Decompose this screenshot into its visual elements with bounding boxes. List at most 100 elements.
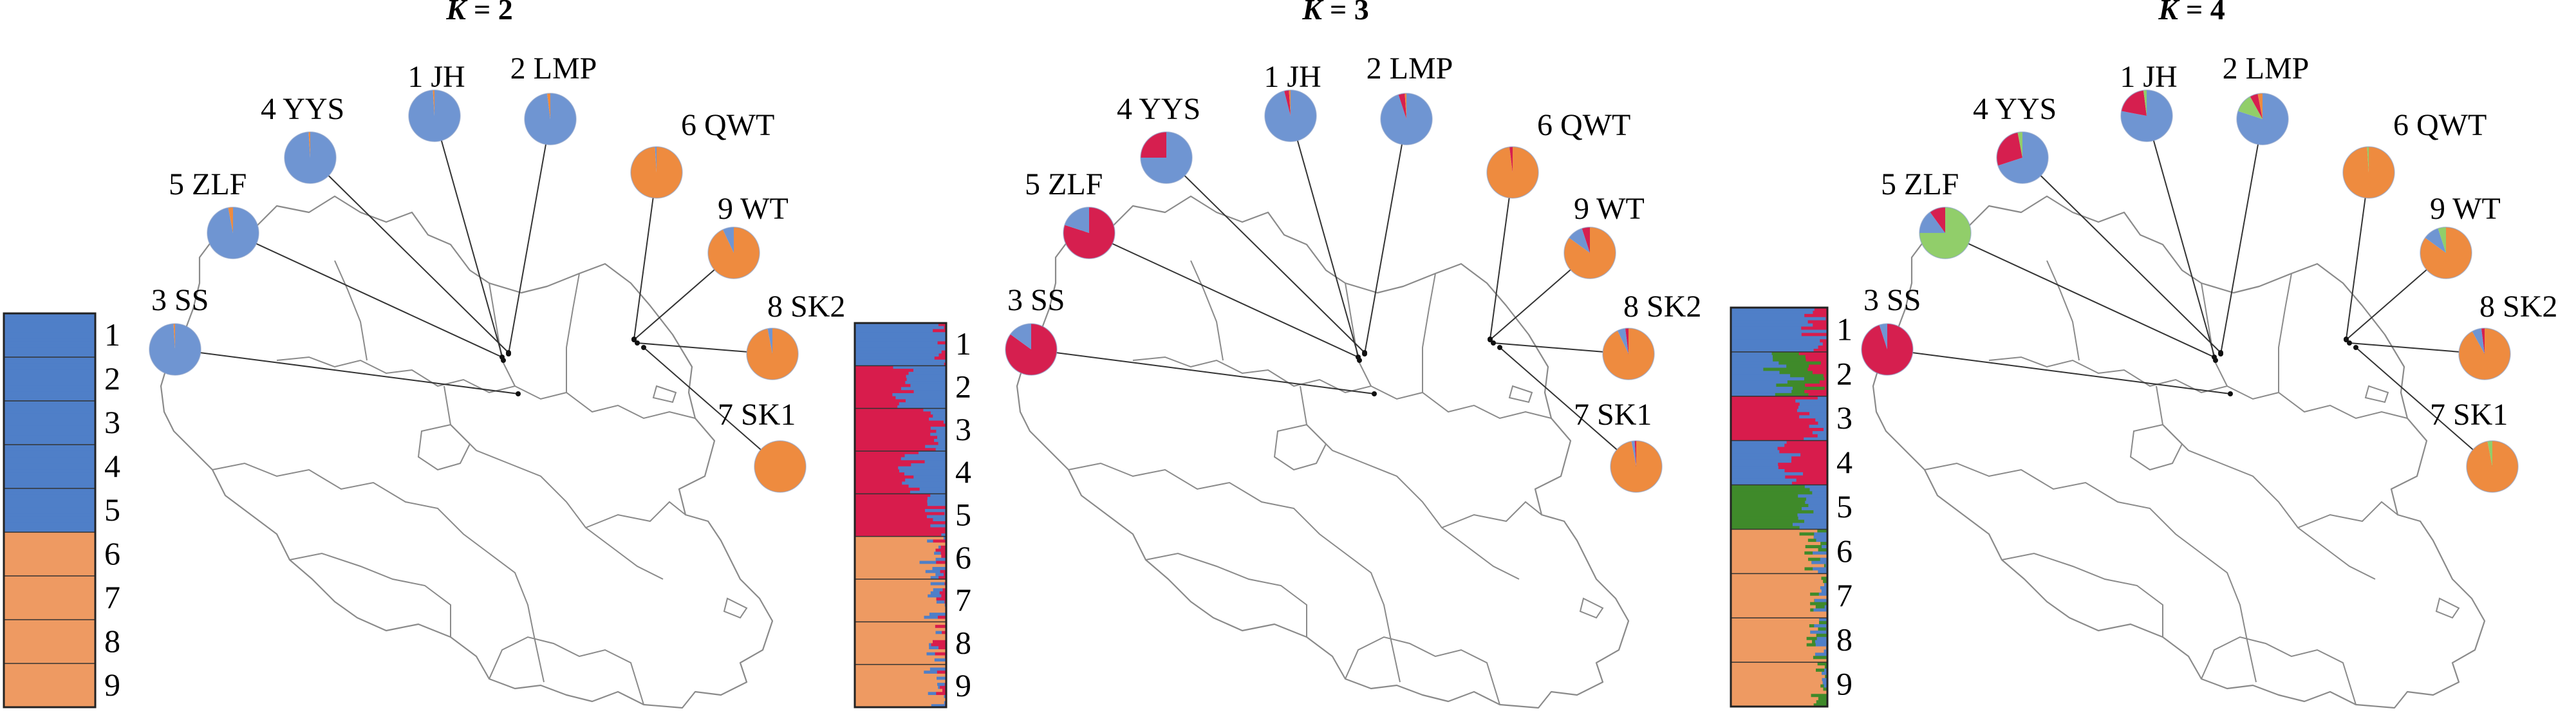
pie-1-jh-slice-orange bbox=[433, 90, 434, 116]
bar-individual-green bbox=[1817, 529, 1827, 533]
bar-individual-blue bbox=[1813, 551, 1828, 555]
bar-individual-red bbox=[937, 341, 947, 345]
bar-individual-red bbox=[1823, 374, 1828, 378]
bar-individual-orange bbox=[1731, 542, 1821, 546]
bar-individual-orange bbox=[855, 542, 947, 546]
pie-9-wt-slice-green bbox=[2438, 227, 2446, 253]
pie-7-sk1-slice-orange bbox=[754, 441, 806, 492]
bar-individual-blue bbox=[1815, 640, 1828, 644]
pie-2-lmp-outline bbox=[1380, 93, 1433, 145]
pie-9-wt bbox=[707, 227, 760, 279]
bar-individual-blue bbox=[937, 436, 947, 440]
bar-individual-green bbox=[1790, 374, 1824, 378]
bar-individual-green bbox=[1779, 371, 1813, 375]
pie-5-zlf bbox=[1063, 207, 1115, 259]
pie-5-zlf-outline bbox=[1063, 207, 1115, 259]
bar-individual-green bbox=[1817, 662, 1828, 666]
bar-individual-blue bbox=[910, 490, 947, 494]
bar-individual-red bbox=[1731, 412, 1810, 416]
bar-individual-red bbox=[855, 420, 944, 424]
bar-individual-orange bbox=[4, 647, 96, 652]
bar-individual-orange bbox=[855, 600, 937, 604]
bar-individual-green bbox=[1820, 542, 1828, 546]
bar-individual-blue bbox=[1731, 475, 1786, 479]
pie-8-sk2-slice-orange bbox=[1603, 328, 1655, 380]
bar-individual-orange bbox=[4, 676, 96, 680]
bar-individual-blue bbox=[4, 394, 96, 398]
bar-individual-blue bbox=[904, 472, 947, 476]
bar-individual-green bbox=[1823, 687, 1828, 691]
bar-individual-red bbox=[931, 643, 947, 647]
pie-1-jh bbox=[2120, 89, 2173, 142]
bar-individual-orange bbox=[1731, 529, 1818, 533]
panel-title-k: K bbox=[445, 0, 468, 26]
pie-2-lmp-slice-orange bbox=[546, 93, 550, 119]
bar-individual-blue bbox=[1731, 393, 1776, 397]
bar-individual-orange bbox=[855, 597, 937, 601]
population-label-9: 9 bbox=[104, 667, 120, 703]
bar-individual-blue bbox=[4, 407, 96, 411]
bar-individual-blue bbox=[934, 551, 942, 555]
bar-individual-green bbox=[1825, 674, 1828, 679]
pie-8-sk2-outline bbox=[1602, 328, 1655, 380]
bar-individual-red bbox=[855, 475, 914, 479]
pie-6-qwt-slice-red bbox=[1509, 147, 1513, 172]
bar-individual-orange bbox=[855, 704, 932, 708]
leader-line-6-qwt bbox=[1489, 172, 1513, 340]
pie-3-ss bbox=[149, 323, 201, 376]
bar-individual-orange bbox=[1731, 636, 1807, 641]
population-label-1: 1 bbox=[104, 317, 120, 353]
bar-individual-orange bbox=[855, 646, 929, 650]
pie-2-lmp-slice-orange bbox=[2257, 93, 2263, 119]
bar-individual-blue bbox=[1731, 346, 1819, 349]
pie-8-sk2 bbox=[1602, 328, 1655, 380]
leader-line-7-sk1 bbox=[2355, 347, 2493, 467]
bar-individual-blue bbox=[926, 515, 947, 519]
bar-individual-blue bbox=[4, 510, 96, 514]
bar-individual-green bbox=[1731, 526, 1800, 530]
bar-individual-blue bbox=[1731, 453, 1801, 457]
bar-individual-orange bbox=[855, 594, 928, 598]
bar-individual-orange bbox=[4, 535, 96, 539]
bar-individual-blue bbox=[937, 683, 946, 687]
bar-individual-blue bbox=[1731, 310, 1813, 315]
bar-individual-blue bbox=[923, 408, 947, 412]
bar-individual-orange bbox=[4, 657, 96, 661]
bar-individual-red bbox=[943, 573, 947, 577]
pie-7-sk1-outline bbox=[754, 440, 807, 493]
bar-individual-blue bbox=[4, 482, 96, 486]
pie-6-qwt-slice-blue bbox=[655, 147, 657, 172]
bar-individual-blue bbox=[855, 341, 938, 345]
bar-individual-blue bbox=[4, 319, 96, 324]
bar-individual-red bbox=[937, 671, 947, 674]
bar-individual-orange bbox=[4, 560, 96, 564]
bar-individual-blue bbox=[4, 485, 96, 489]
bar-individual-red bbox=[941, 555, 947, 559]
bar-individual-blue bbox=[4, 472, 96, 477]
bar-individual-orange bbox=[855, 634, 947, 638]
bar-individual-blue bbox=[1731, 326, 1802, 331]
bar-individual-orange bbox=[1731, 624, 1810, 628]
bar-individual-blue bbox=[1804, 437, 1828, 441]
bar-individual-blue bbox=[1731, 371, 1780, 375]
bar-individual-red bbox=[855, 521, 947, 525]
bar-individual-blue bbox=[4, 385, 96, 389]
bar-individual-red bbox=[942, 631, 947, 634]
bar-individual-orange bbox=[4, 538, 96, 542]
site-label-5-zlf: 5 ZLF bbox=[1025, 167, 1103, 201]
bar-individual-orange bbox=[855, 573, 936, 577]
bar-individual-blue bbox=[930, 432, 947, 436]
bar-individual-orange bbox=[1731, 535, 1815, 539]
bar-individual-blue bbox=[1817, 434, 1828, 438]
bar-individual-blue bbox=[929, 646, 939, 650]
bar-individual-red bbox=[942, 689, 947, 692]
pie-6-qwt bbox=[2342, 146, 2395, 199]
bar-individual-blue bbox=[1731, 339, 1820, 343]
bar-individual-blue bbox=[1824, 605, 1828, 609]
bar-individual-blue bbox=[855, 335, 947, 339]
bar-individual-blue bbox=[925, 509, 947, 513]
pie-1-jh-outline bbox=[1264, 89, 1317, 142]
bar-individual-blue bbox=[929, 643, 932, 647]
bar-individual-red bbox=[1778, 463, 1828, 467]
bar-individual-orange bbox=[1731, 700, 1817, 704]
